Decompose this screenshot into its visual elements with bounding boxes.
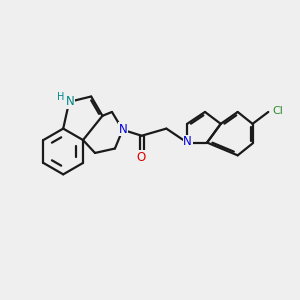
Text: O: O bbox=[136, 151, 146, 164]
Text: Cl: Cl bbox=[273, 106, 283, 116]
Text: N: N bbox=[66, 95, 74, 108]
Text: H: H bbox=[57, 92, 64, 102]
Text: N: N bbox=[183, 136, 192, 148]
Text: N: N bbox=[119, 123, 128, 136]
